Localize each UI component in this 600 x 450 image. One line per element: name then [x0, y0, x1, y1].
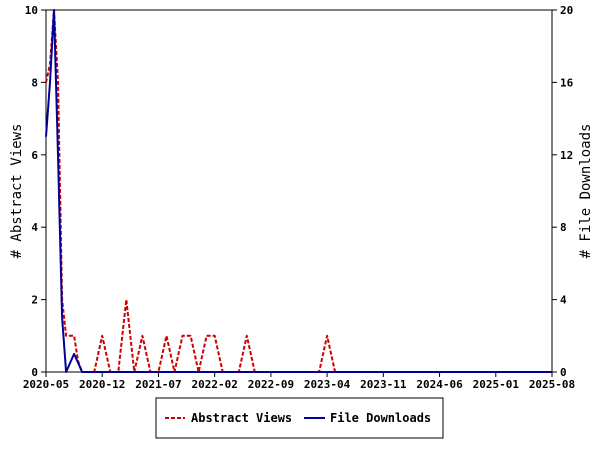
y-left-axis-title: # Abstract Views — [9, 124, 25, 259]
legend-box — [155, 397, 444, 439]
y-left-tick-label: 0 — [31, 366, 38, 379]
x-tick-label: 2023-11 — [360, 378, 407, 391]
x-tick-label: 2022-02 — [191, 378, 237, 391]
axes-layer: 0 2 4 6 8 10 0 4 8 12 16 20 2020-05 2020-12 2021-07 202… — [23, 4, 575, 391]
y-right-tick-label: 16 — [560, 76, 574, 89]
y-right-tick-label: 20 — [560, 4, 573, 17]
legend: Abstract Views File Downloads — [155, 397, 444, 439]
y-right-tick-label: 0 — [560, 366, 567, 379]
y-left-tick-label: 4 — [31, 221, 38, 234]
y-right-tick-label: 4 — [560, 294, 567, 307]
series-layer — [45, 9, 552, 373]
y-right-axis-title: # File Downloads — [578, 124, 594, 259]
x-tick-label: 2023-04 — [304, 378, 351, 391]
x-tick-label: 2021-07 — [135, 378, 181, 391]
series-line-file-downloads — [45, 9, 552, 373]
legend-label-file-downloads: File Downloads — [330, 411, 431, 425]
y-left-tick-label: 2 — [31, 294, 38, 307]
x-tick-label: 2020-05 — [23, 378, 69, 391]
y-left-tick-label: 6 — [31, 149, 38, 162]
plot-frame — [45, 9, 553, 373]
y-left-tick-label: 8 — [31, 76, 38, 89]
legend-label-abstract-views: Abstract Views — [191, 411, 292, 425]
x-tick-label: 2022-09 — [248, 378, 294, 391]
x-tick-label: 2025-08 — [529, 378, 575, 391]
x-tick-label: 2024-06 — [416, 378, 463, 391]
x-tick-label: 2025-01 — [473, 378, 520, 391]
y-right-tick-label: 8 — [560, 221, 567, 234]
y-right-tick-label: 12 — [560, 149, 573, 162]
x-tick-label: 2020-12 — [79, 378, 125, 391]
y-left-tick-label: 10 — [25, 4, 38, 17]
plot-area — [45, 9, 553, 373]
